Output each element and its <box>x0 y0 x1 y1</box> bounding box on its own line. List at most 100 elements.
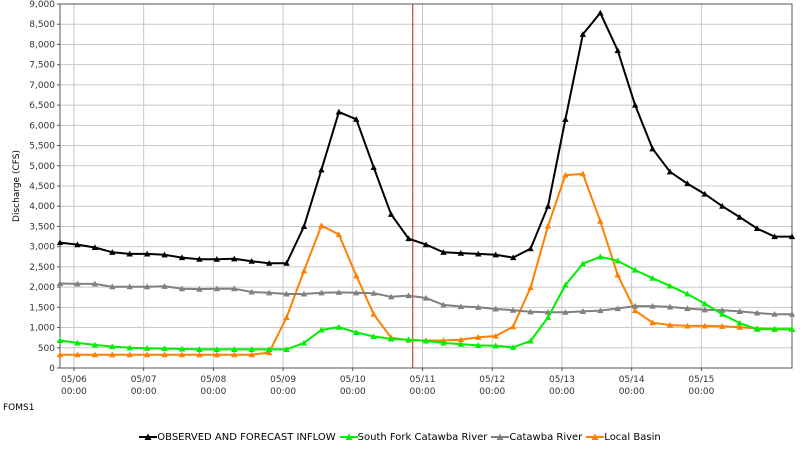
legend-item: South Fork Catawba River <box>339 432 488 443</box>
data-point <box>126 351 133 358</box>
x-tick-time: 00:00 <box>688 387 714 397</box>
data-point <box>597 217 604 224</box>
data-point <box>614 257 621 264</box>
legend-label: Catawba River <box>509 432 583 443</box>
legend-label: Local Basin <box>604 432 661 443</box>
data-point <box>196 285 203 292</box>
data-point <box>579 260 587 267</box>
data-point <box>213 351 221 358</box>
data-point <box>370 333 377 340</box>
data-point <box>335 231 343 238</box>
data-point <box>265 260 273 266</box>
x-tick-date: 05/12 <box>479 375 505 385</box>
data-point <box>248 346 255 352</box>
y-tick-label: 500 <box>38 344 55 354</box>
data-point <box>335 108 343 115</box>
data-point <box>300 223 308 230</box>
grid-lines <box>60 3 792 369</box>
data-point <box>736 213 743 220</box>
data-point <box>56 280 64 287</box>
series-local-basin <box>56 170 796 358</box>
data-point <box>509 306 517 313</box>
data-point <box>353 329 360 335</box>
data-point <box>353 289 360 296</box>
data-point <box>649 319 656 326</box>
y-tick-label: 5,000 <box>29 162 55 172</box>
data-point <box>736 308 743 314</box>
y-tick-label: 7,000 <box>29 81 55 91</box>
data-point <box>318 289 325 296</box>
x-tick-time: 00:00 <box>270 387 296 397</box>
data-point <box>283 260 290 266</box>
legend-swatch-icon <box>339 433 358 440</box>
data-point <box>109 283 116 290</box>
data-point <box>788 233 796 240</box>
data-point <box>631 266 639 273</box>
data-point <box>614 305 621 312</box>
legend-label: South Fork Catawba River <box>357 432 488 443</box>
data-point <box>74 351 81 358</box>
data-point <box>248 258 255 264</box>
y-tick-label: 1,000 <box>29 324 55 334</box>
data-point <box>684 305 691 312</box>
data-point <box>370 311 377 317</box>
data-point <box>579 31 587 37</box>
data-point <box>457 303 465 310</box>
x-axis-ticks: 05/06 00:00 05/07 00:00 05/08 00:00 05/09 00:00… <box>61 368 715 397</box>
data-point <box>231 285 238 292</box>
data-point <box>614 271 621 278</box>
data-point <box>161 283 168 289</box>
x-tick-date: 05/06 <box>61 375 87 385</box>
data-point <box>178 345 186 352</box>
data-point <box>527 245 534 252</box>
data-point <box>440 339 447 346</box>
data-point <box>631 307 639 314</box>
legend-item: Catawba River <box>491 432 582 443</box>
data-point <box>387 335 395 342</box>
data-point <box>56 337 64 344</box>
data-point <box>509 323 517 330</box>
data-point <box>126 344 133 351</box>
data-point <box>422 241 430 248</box>
data-point <box>475 334 482 340</box>
data-point <box>405 292 412 299</box>
data-point <box>300 267 308 274</box>
data-point <box>457 336 465 343</box>
data-point <box>143 344 151 351</box>
data-point <box>649 145 656 152</box>
data-point <box>370 164 377 170</box>
data-point <box>178 254 186 261</box>
data-point <box>771 325 778 332</box>
data-point <box>788 325 796 332</box>
data-point <box>143 351 151 358</box>
data-point <box>597 9 604 16</box>
data-point <box>387 293 395 300</box>
data-point <box>300 339 308 346</box>
data-point <box>579 308 587 314</box>
data-point <box>161 251 168 258</box>
data-point <box>771 233 778 240</box>
y-axis-ticks: 0 500 1,000 1,500 2,000 2,500 3,000 3,500 4,000 4… <box>29 0 60 374</box>
data-point <box>109 351 116 358</box>
data-point <box>719 306 726 313</box>
data-point <box>213 346 221 352</box>
data-point <box>544 222 552 229</box>
data-point <box>335 289 343 295</box>
data-point <box>283 290 290 297</box>
data-point <box>440 249 447 255</box>
data-point <box>666 282 674 289</box>
x-tick-time: 00:00 <box>200 387 226 397</box>
data-point <box>74 280 81 287</box>
y-axis-label: Discharge (CFS) <box>12 150 22 222</box>
y-tick-label: 3,500 <box>29 222 55 232</box>
legend: OBSERVED AND FORECAST INFLOW South Fork C… <box>0 432 800 443</box>
data-point <box>701 300 709 307</box>
data-point <box>684 290 691 297</box>
x-tick-time: 00:00 <box>340 387 366 397</box>
data-point <box>91 351 99 358</box>
data-point <box>422 337 430 344</box>
plot-frame <box>59 3 793 369</box>
y-tick-label: 8,500 <box>29 20 55 30</box>
x-tick-date: 05/15 <box>688 375 714 385</box>
data-point <box>405 235 412 242</box>
